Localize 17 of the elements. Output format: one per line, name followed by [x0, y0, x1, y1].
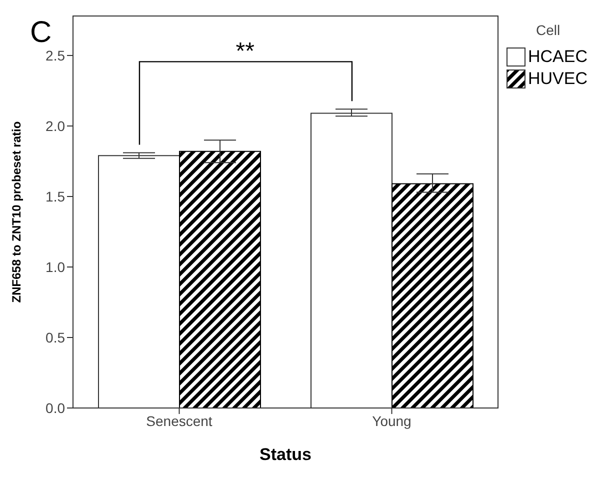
y-tick-label: 1.0	[46, 258, 66, 275]
y-axis-title: ZNF658 to ZNT10 probeset ratio	[9, 121, 24, 303]
annotation: **	[236, 38, 254, 66]
y-tick-label: 0.5	[46, 329, 66, 346]
y-tick-label: 1.5	[46, 188, 66, 204]
bar	[179, 150, 261, 408]
bar	[392, 183, 474, 408]
text: HUVEC	[528, 69, 588, 89]
legend-title: Cell	[536, 22, 562, 38]
x-tick-label: Young	[372, 412, 412, 429]
y-tick-label: 2.0	[46, 118, 66, 134]
text: C	[30, 16, 52, 49]
legend-label: HCAEC	[528, 47, 588, 67]
y-tick-label: 0.0	[46, 400, 66, 416]
x-tick-label: Senescent	[146, 412, 212, 429]
y-tick-label: 2.5	[46, 47, 66, 64]
x-axis-title: Status	[260, 445, 312, 464]
